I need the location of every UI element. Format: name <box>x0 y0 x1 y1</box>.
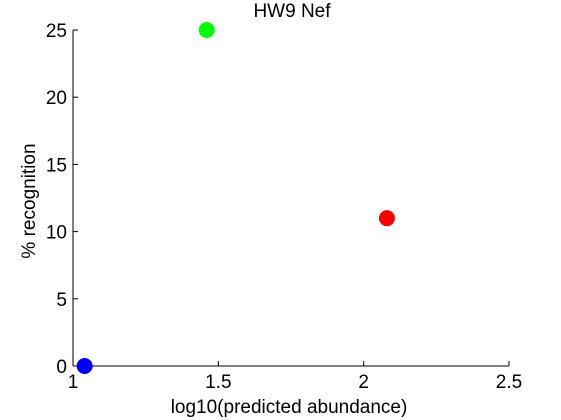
y-tick-label: 20 <box>46 88 67 109</box>
data-point <box>76 358 93 374</box>
x-tick-label: 2 <box>358 372 369 393</box>
data-point <box>198 22 215 38</box>
data-point <box>378 210 395 227</box>
y-tick-label: 10 <box>46 223 67 244</box>
data-points <box>76 22 395 374</box>
chart-title: HW9 Nef <box>253 1 331 22</box>
x-ticks: 1 1.5 2 2.5 <box>68 361 522 393</box>
y-axis-label: % recognition <box>19 143 40 258</box>
x-tick-label: 1 <box>68 372 79 393</box>
x-tick-label: 1.5 <box>205 372 231 393</box>
axes <box>72 30 509 367</box>
y-ticks: 0 5 10 15 20 25 <box>46 21 78 378</box>
x-axis-label: log10(predicted abundance) <box>171 397 408 418</box>
y-tick-label: 5 <box>56 290 67 311</box>
y-tick-label: 0 <box>56 357 67 378</box>
y-tick-label: 25 <box>46 21 67 42</box>
y-tick-label: 15 <box>46 155 67 176</box>
x-tick-label: 2.5 <box>496 372 522 393</box>
